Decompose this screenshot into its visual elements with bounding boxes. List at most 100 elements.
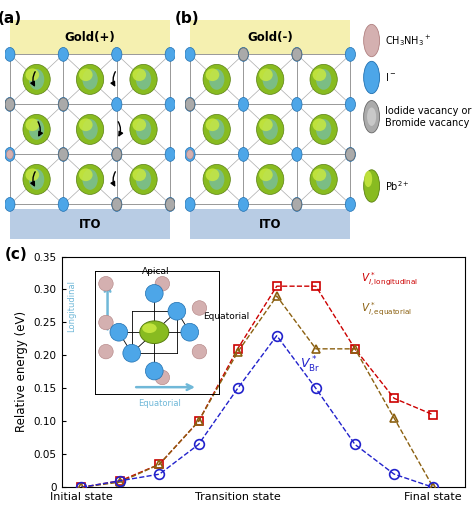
Circle shape [58, 47, 68, 61]
Ellipse shape [259, 68, 273, 81]
Circle shape [292, 198, 302, 211]
Circle shape [292, 97, 302, 111]
Circle shape [112, 198, 121, 211]
Text: $V^*_{\rm Br}$: $V^*_{\rm Br}$ [300, 356, 320, 376]
Ellipse shape [76, 64, 104, 94]
Ellipse shape [132, 119, 146, 131]
Circle shape [112, 148, 122, 162]
Circle shape [364, 62, 380, 93]
Ellipse shape [132, 68, 146, 81]
Circle shape [5, 97, 15, 111]
Ellipse shape [26, 168, 39, 181]
Ellipse shape [310, 114, 337, 145]
Circle shape [185, 198, 195, 211]
Circle shape [239, 48, 248, 61]
Circle shape [185, 98, 195, 111]
Ellipse shape [26, 68, 39, 81]
Ellipse shape [76, 164, 104, 194]
Circle shape [316, 169, 331, 190]
Circle shape [292, 47, 302, 61]
Circle shape [209, 119, 224, 140]
Ellipse shape [130, 114, 157, 145]
Circle shape [112, 148, 121, 161]
Circle shape [346, 148, 355, 161]
Circle shape [5, 47, 15, 61]
Ellipse shape [206, 168, 219, 181]
Bar [190, 209, 350, 239]
Circle shape [364, 170, 380, 202]
Text: I$^-$: I$^-$ [385, 71, 397, 84]
Circle shape [112, 97, 122, 111]
Ellipse shape [26, 119, 39, 131]
Circle shape [29, 169, 44, 190]
Ellipse shape [203, 114, 230, 145]
Text: Iodide vacancy or
Bromide vacancy: Iodide vacancy or Bromide vacancy [385, 106, 472, 128]
Circle shape [112, 47, 122, 61]
Circle shape [136, 69, 151, 90]
Circle shape [82, 169, 98, 190]
Circle shape [165, 198, 175, 211]
Text: Gold(-): Gold(-) [247, 31, 293, 44]
Ellipse shape [206, 119, 219, 131]
Text: ITO: ITO [259, 218, 282, 230]
Circle shape [165, 47, 175, 61]
Ellipse shape [259, 119, 273, 131]
Circle shape [29, 119, 44, 140]
Ellipse shape [203, 164, 230, 194]
Text: Gold(+): Gold(+) [64, 31, 116, 44]
Ellipse shape [312, 68, 326, 81]
Circle shape [58, 198, 68, 211]
Circle shape [238, 97, 248, 111]
Circle shape [165, 198, 175, 211]
Circle shape [263, 69, 278, 90]
Circle shape [5, 198, 15, 211]
Circle shape [292, 198, 301, 211]
Circle shape [82, 119, 98, 140]
Text: (a): (a) [0, 10, 22, 26]
Bar [190, 19, 350, 54]
Ellipse shape [310, 64, 337, 94]
Ellipse shape [23, 114, 50, 145]
Bar [10, 19, 170, 54]
Circle shape [185, 97, 195, 111]
Circle shape [263, 169, 278, 190]
Circle shape [185, 47, 195, 61]
Circle shape [238, 198, 248, 211]
Ellipse shape [312, 119, 326, 131]
Bar [10, 209, 170, 239]
Ellipse shape [130, 164, 157, 194]
Ellipse shape [79, 68, 92, 81]
Circle shape [5, 98, 15, 111]
Circle shape [345, 47, 356, 61]
Circle shape [165, 97, 175, 111]
Circle shape [29, 69, 44, 90]
Text: $V^*_{I,\rm longitudinal}$: $V^*_{I,\rm longitudinal}$ [361, 271, 418, 288]
Circle shape [5, 148, 15, 162]
Ellipse shape [310, 164, 337, 194]
Circle shape [364, 171, 372, 187]
Circle shape [238, 148, 248, 162]
Ellipse shape [79, 168, 92, 181]
Circle shape [209, 169, 224, 190]
Circle shape [345, 97, 356, 111]
FancyArrowPatch shape [111, 72, 115, 86]
Circle shape [185, 148, 195, 162]
Circle shape [58, 97, 68, 111]
Ellipse shape [23, 164, 50, 194]
Circle shape [345, 148, 356, 162]
Circle shape [59, 98, 68, 111]
Text: ITO: ITO [79, 218, 101, 230]
Circle shape [7, 150, 13, 159]
FancyArrowPatch shape [118, 122, 123, 135]
Ellipse shape [256, 114, 284, 145]
Circle shape [59, 148, 68, 161]
Circle shape [364, 101, 380, 133]
Ellipse shape [256, 64, 284, 94]
Ellipse shape [259, 168, 273, 181]
Circle shape [316, 119, 331, 140]
Circle shape [316, 69, 331, 90]
Circle shape [209, 69, 224, 90]
Text: $V^*_{I,\rm equatorial}$: $V^*_{I,\rm equatorial}$ [361, 301, 412, 318]
Ellipse shape [203, 64, 230, 94]
Circle shape [345, 198, 356, 211]
